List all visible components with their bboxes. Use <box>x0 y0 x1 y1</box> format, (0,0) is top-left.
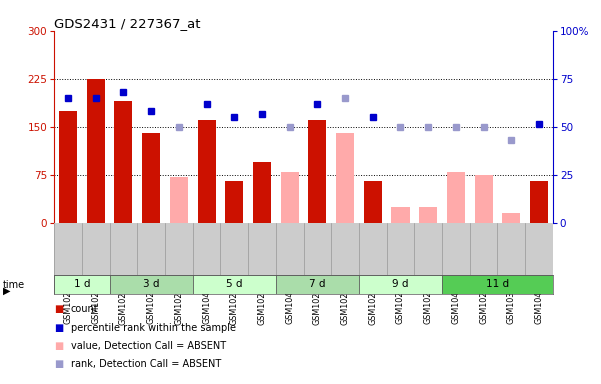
Text: ■: ■ <box>54 359 63 369</box>
Text: ■: ■ <box>54 323 63 333</box>
Text: count: count <box>71 304 99 314</box>
Bar <box>142 133 160 223</box>
Bar <box>114 101 132 223</box>
Bar <box>59 111 77 223</box>
Text: 9 d: 9 d <box>392 279 409 289</box>
Text: 7 d: 7 d <box>309 279 326 289</box>
Bar <box>502 213 520 223</box>
Text: GDS2431 / 227367_at: GDS2431 / 227367_at <box>54 17 201 30</box>
Text: percentile rank within the sample: percentile rank within the sample <box>71 323 236 333</box>
Bar <box>391 207 409 223</box>
Bar <box>308 120 326 223</box>
Text: 5 d: 5 d <box>226 279 242 289</box>
Bar <box>170 177 188 223</box>
Text: rank, Detection Call = ABSENT: rank, Detection Call = ABSENT <box>71 359 221 369</box>
Bar <box>276 275 359 294</box>
Text: 3 d: 3 d <box>143 279 159 289</box>
Bar <box>364 181 382 223</box>
Text: 1 d: 1 d <box>73 279 90 289</box>
Text: ▶: ▶ <box>3 286 10 296</box>
Bar <box>253 162 271 223</box>
Text: time: time <box>3 280 25 290</box>
Bar <box>225 181 243 223</box>
Bar <box>281 172 299 223</box>
Bar <box>442 275 553 294</box>
Text: value, Detection Call = ABSENT: value, Detection Call = ABSENT <box>71 341 226 351</box>
Bar <box>193 275 276 294</box>
Text: 11 d: 11 d <box>486 279 509 289</box>
Bar <box>54 275 109 294</box>
Bar <box>87 79 105 223</box>
Bar <box>447 172 465 223</box>
Bar <box>530 181 548 223</box>
Bar <box>109 275 193 294</box>
Bar <box>336 133 354 223</box>
Text: ■: ■ <box>54 304 63 314</box>
Bar <box>198 120 216 223</box>
Bar <box>359 275 442 294</box>
Bar <box>475 175 493 223</box>
Text: ■: ■ <box>54 341 63 351</box>
Bar <box>419 207 437 223</box>
